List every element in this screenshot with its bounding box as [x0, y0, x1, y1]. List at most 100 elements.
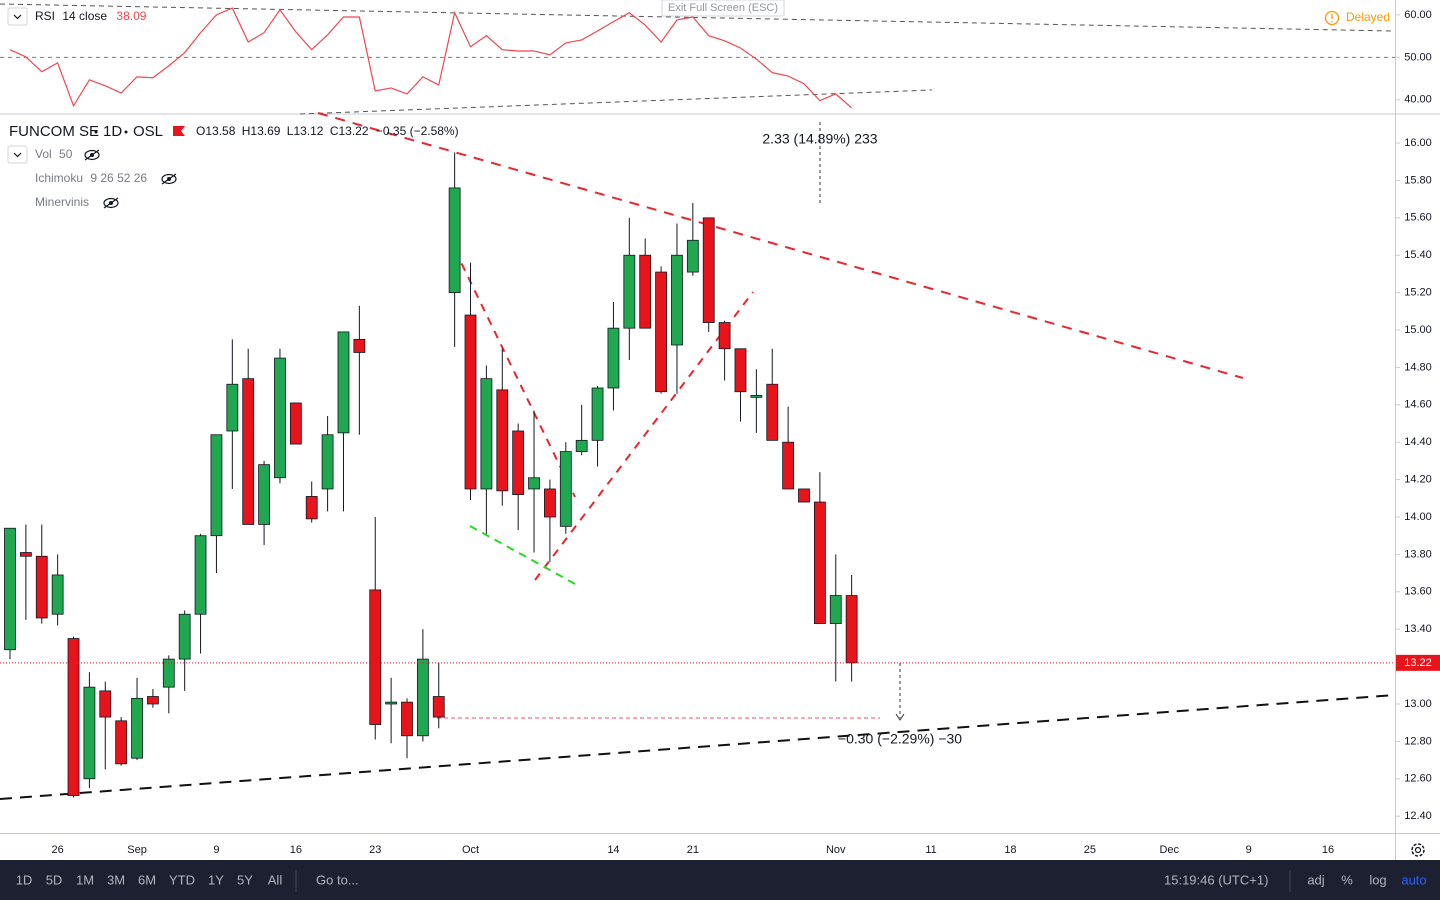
- flag-icon[interactable]: [173, 126, 185, 136]
- y-tick-label: 15.80: [1404, 174, 1432, 186]
- candle-body: [575, 439, 588, 452]
- candle-body: [798, 488, 810, 503]
- y-tick-label: 60.00: [1404, 9, 1432, 21]
- rsi-legend: RSI 14 close 38.09: [35, 9, 147, 23]
- trendline: [534, 291, 754, 581]
- range-button[interactable]: 1M: [76, 872, 94, 887]
- candle-body: [607, 327, 620, 389]
- range-button[interactable]: 6M: [138, 872, 156, 887]
- candle-body: [432, 696, 445, 718]
- collapse-button[interactable]: [7, 145, 28, 164]
- rsi-line: [9, 7, 853, 109]
- ohlc-label: O: [196, 124, 205, 138]
- x-tick-label: 21: [687, 844, 699, 856]
- x-tick-label: 18: [1004, 844, 1016, 856]
- ohlc-label: C: [330, 124, 339, 138]
- scale-button[interactable]: log: [1369, 872, 1386, 887]
- hidden-eye-icon[interactable]: [161, 173, 177, 185]
- goto-button[interactable]: Go to...: [316, 872, 359, 887]
- x-tick-label: 25: [1084, 844, 1096, 856]
- scale-buttons: adj% log auto: [1307, 872, 1426, 887]
- x-tick-label: 11: [925, 844, 936, 856]
- candle-body: [258, 464, 270, 525]
- candle-body: [782, 441, 795, 490]
- hidden-eye-icon[interactable]: [103, 197, 119, 209]
- candle-body: [750, 395, 763, 398]
- candle-body: [4, 527, 16, 651]
- range-button[interactable]: 5Y: [237, 872, 253, 887]
- x-tick-label: 9: [1246, 844, 1252, 856]
- y-tick-label: 50.00: [1404, 51, 1432, 63]
- y-tick-label: 13.80: [1404, 548, 1432, 560]
- candle-body: [702, 217, 715, 323]
- candle-body: [305, 496, 318, 520]
- ohlc-label: L: [287, 124, 294, 138]
- candle-body: [448, 187, 461, 294]
- range-button[interactable]: 1D: [16, 872, 33, 887]
- scale-button[interactable]: adj: [1307, 872, 1324, 887]
- trendline: [317, 112, 1244, 379]
- scale-button[interactable]: %: [1341, 872, 1353, 887]
- candle-body: [829, 595, 842, 624]
- candle-body: [591, 387, 604, 441]
- rsi-trendline: [299, 89, 933, 115]
- scale-button[interactable]: auto: [1401, 872, 1426, 887]
- trendline: [0, 694, 1396, 800]
- candle-body: [242, 378, 255, 525]
- range-button[interactable]: All: [268, 872, 283, 887]
- indicator-name: Ichimoku: [35, 171, 83, 185]
- x-tick-label: Dec: [1159, 844, 1179, 856]
- hidden-eye-icon[interactable]: [84, 149, 100, 161]
- delayed-icon-dot: [1331, 20, 1333, 23]
- separator-dot: [124, 130, 128, 134]
- candle-body: [718, 322, 731, 350]
- x-tick-label: 16: [1322, 844, 1334, 856]
- candle-body: [544, 488, 556, 518]
- y-tick-label: 13.00: [1404, 698, 1432, 710]
- y-tick-label: 13.60: [1404, 586, 1432, 598]
- candle-body: [369, 589, 382, 725]
- last-price-tag: [1396, 654, 1440, 671]
- y-tick-label: 15.00: [1404, 324, 1432, 336]
- x-tick-label: Nov: [826, 844, 846, 856]
- candle-body: [401, 701, 413, 737]
- delayed-status[interactable]: Delayed: [1346, 10, 1390, 24]
- delayed-icon: [1324, 10, 1340, 26]
- indicator-legend: Ichimoku 9 26 52 26: [35, 171, 147, 185]
- candle-body: [385, 701, 398, 705]
- x-tick-label: 14: [607, 844, 619, 856]
- x-tick-label: Sep: [127, 844, 147, 856]
- candle-body: [226, 383, 239, 432]
- candle-body: [35, 555, 48, 619]
- x-tick-label: 26: [52, 844, 64, 856]
- exit-fullscreen-button[interactable]: [661, 0, 785, 17]
- range-button[interactable]: YTD: [169, 872, 195, 887]
- range-button[interactable]: 1Y: [208, 872, 224, 887]
- range-button[interactable]: 3M: [107, 872, 125, 887]
- change-value: −0.35 (−2.58%): [376, 124, 459, 138]
- candle-body: [115, 720, 128, 765]
- candle-body: [512, 430, 525, 495]
- indicator-name: Vol: [35, 147, 52, 161]
- y-tick-label: 14.80: [1404, 361, 1432, 373]
- candle-body: [813, 501, 826, 624]
- candle-body: [337, 331, 350, 434]
- ohlc-value: 13.58: [205, 124, 235, 138]
- symbol-interval: 1D: [103, 123, 122, 140]
- settings-icon[interactable]: [1411, 843, 1425, 857]
- candle-body: [416, 658, 429, 737]
- y-tick-label: 14.20: [1404, 474, 1432, 486]
- candle-body: [67, 638, 80, 797]
- candle-body: [83, 686, 96, 780]
- range-button[interactable]: 5D: [46, 872, 63, 887]
- last-price-label: 13.22: [1404, 657, 1432, 669]
- chevron-icon: [13, 152, 22, 158]
- candle-body: [559, 451, 572, 527]
- indicator-params: 9 26 52 26: [90, 171, 147, 185]
- bottom-toolbar: [0, 860, 1440, 900]
- y-tick-label: 14.40: [1404, 436, 1432, 448]
- x-tick-label: 23: [369, 844, 381, 856]
- candle-body: [655, 271, 667, 393]
- collapse-button[interactable]: [7, 7, 28, 26]
- x-tick-label: 9: [213, 844, 219, 856]
